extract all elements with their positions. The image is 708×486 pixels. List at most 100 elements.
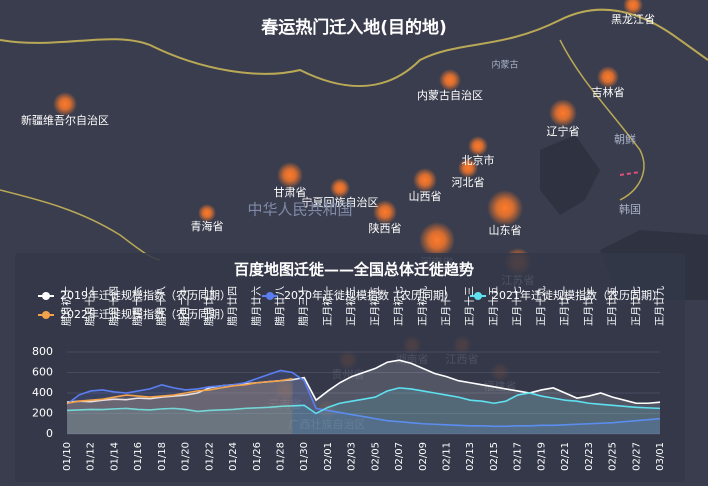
- place-dot: [53, 92, 77, 116]
- x-tick-label: 01/16: [133, 442, 144, 471]
- y-tick-label: 600: [32, 366, 53, 379]
- lunar-tick-label: 腊月二十: [179, 286, 192, 326]
- place-dot: [549, 99, 577, 127]
- legend-marker: [42, 292, 50, 300]
- series-line: [66, 387, 661, 415]
- place-dot: [458, 158, 478, 178]
- place-label: 北京市: [462, 153, 495, 167]
- place-label: 山东省: [489, 224, 522, 237]
- x-tick-label: 02/19: [536, 442, 547, 471]
- legend-label: 2021年迁徙规模指数（农历同期）: [492, 288, 663, 302]
- lunar-tick-label: 腊月初十: [60, 286, 73, 326]
- x-tick-label: 01/18: [157, 442, 168, 471]
- place-dot: [373, 200, 397, 224]
- lunar-tick-label: 腊月十六: [131, 286, 144, 326]
- lunar-tick-label: 正月初九: [416, 286, 429, 326]
- place-label: 宁夏回族自治区: [302, 195, 379, 209]
- place-label: 陕西省: [369, 221, 402, 235]
- lunar-tick-label: 腊月十四: [107, 286, 120, 326]
- place-label: 黑龙江省: [611, 13, 655, 26]
- lunar-tick-label: 腊月廿二: [203, 286, 215, 326]
- x-tick-label: 02/15: [489, 442, 500, 471]
- series-line: [66, 359, 661, 405]
- x-tick-label: 01/14: [109, 442, 120, 471]
- x-tick-label: 02/21: [560, 442, 571, 471]
- legend-marker: [474, 292, 482, 300]
- map-title: 春运热门迁入地(目的地): [261, 17, 447, 38]
- lunar-tick-label: 正月廿三: [583, 286, 595, 326]
- border: [0, 8, 708, 87]
- place-dot: [487, 190, 523, 226]
- x-tick-label: 01/12: [86, 442, 97, 471]
- series-area: [67, 387, 660, 434]
- lunar-tick-label: 正月十七: [511, 286, 524, 326]
- lunar-tick-label: 腊月廿八: [274, 286, 286, 326]
- place-label: 吉林省: [592, 85, 625, 99]
- legend-label: 2020年迁徙规模指数（农历同期）: [284, 288, 455, 302]
- place-dot: [198, 204, 216, 222]
- x-tick-label: 03/01: [655, 442, 666, 471]
- x-tick-label: 02/23: [584, 442, 595, 471]
- series-area: [67, 378, 293, 434]
- x-tick-label: 02/07: [394, 442, 405, 471]
- series-line: [66, 369, 661, 428]
- lunar-tick-label: 腊月廿四: [227, 286, 239, 326]
- place-label: 甘肃省: [274, 186, 307, 199]
- x-tick-label: 01/24: [228, 442, 239, 471]
- lunar-tick-label: 正月十三: [463, 286, 476, 326]
- x-tick-label: 01/10: [62, 442, 73, 471]
- map-label: 韩国: [619, 202, 641, 216]
- place-dot: [330, 178, 350, 198]
- x-tick-label: 02/01: [323, 442, 334, 471]
- x-tick-label: 02/25: [608, 442, 619, 471]
- place-label: 新疆维吾尔自治区: [21, 113, 109, 127]
- y-tick-label: 400: [32, 386, 53, 399]
- legend-marker: [266, 292, 274, 300]
- x-tick-label: 02/13: [465, 442, 476, 471]
- x-tick-label: 02/11: [442, 442, 453, 471]
- lunar-tick-label: 正月十一: [440, 286, 453, 326]
- lunar-tick-label: 腊月三十: [297, 286, 310, 326]
- place-label: 辽宁省: [547, 124, 580, 138]
- place-dot: [277, 162, 303, 188]
- chart-title: 百度地图迁徙——全国总体迁徙趋势: [234, 261, 474, 279]
- legend-label: 2019年迁徙规模指数（农历同期）: [60, 288, 231, 302]
- x-tick-label: 01/30: [299, 442, 310, 471]
- border-dashed: [619, 171, 641, 176]
- x-tick-label: 02/09: [418, 442, 429, 471]
- y-tick-label: 0: [46, 427, 53, 440]
- lunar-tick-label: 正月初七: [392, 286, 405, 326]
- series-line: [66, 377, 293, 405]
- place-dot: [413, 168, 437, 192]
- lunar-tick-label: 正月初五: [368, 286, 381, 326]
- place-label: 内蒙古自治区: [417, 88, 483, 102]
- place-label: 青海省: [191, 219, 224, 233]
- place-dot: [468, 136, 488, 156]
- place-label: 河北省: [452, 176, 485, 189]
- y-tick-label: 200: [32, 407, 53, 420]
- lunar-tick-label: 腊月廿六: [251, 286, 263, 326]
- lunar-tick-label: 正月廿一: [559, 286, 571, 326]
- chart-panel: [15, 253, 685, 482]
- place-dot: [419, 222, 455, 258]
- lunar-tick-label: 正月廿五: [607, 286, 619, 326]
- x-tick-label: 01/26: [252, 442, 263, 471]
- lunar-tick-label: 正月初一: [321, 286, 334, 326]
- x-tick-label: 02/27: [631, 442, 642, 471]
- lunar-tick-label: 正月廿七: [630, 286, 642, 326]
- x-tick-label: 01/22: [204, 442, 215, 471]
- lunar-tick-label: 正月十九: [534, 286, 547, 326]
- series-area: [67, 360, 660, 434]
- x-tick-label: 02/17: [513, 442, 524, 471]
- lunar-tick-label: 正月廿九: [654, 286, 666, 326]
- x-tick-label: 01/20: [181, 442, 192, 471]
- x-tick-label: 01/28: [275, 442, 286, 471]
- sea: [540, 135, 600, 215]
- place-label: 山西省: [409, 190, 442, 203]
- border: [559, 39, 645, 201]
- x-tick-label: 02/05: [370, 442, 381, 471]
- map-label: 中华人民共和国: [247, 201, 352, 219]
